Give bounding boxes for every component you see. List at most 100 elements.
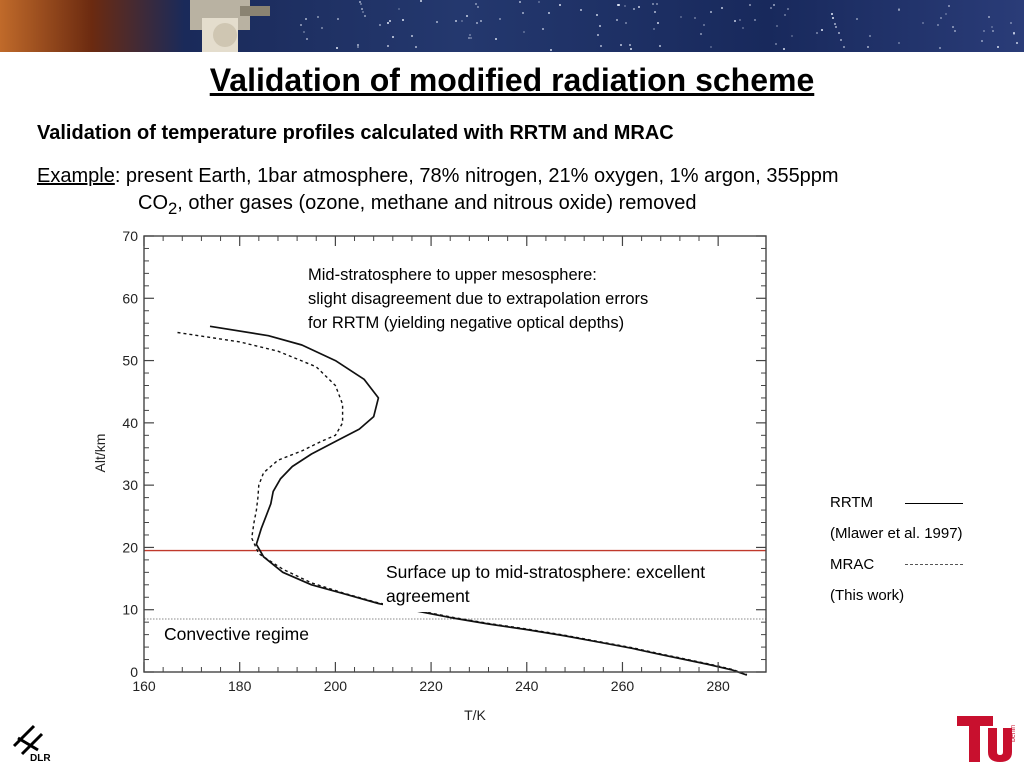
banner-star [699,32,702,35]
banner-star [470,37,473,40]
legend-rrtm-line [905,503,963,504]
legend-mrac-ref: (This work) [830,587,905,604]
banner-star [358,1,361,4]
banner-star [821,29,824,32]
banner-star [619,44,622,47]
banner-star [833,22,836,25]
banner-star [523,30,526,33]
banner-star [599,24,602,27]
banner-star [363,15,366,18]
banner-star [868,35,871,38]
banner-star [816,31,819,34]
x-tick-label: 180 [228,678,252,694]
dlr-logo: DLR [12,724,51,764]
banner-star [831,16,834,19]
header-banner [0,0,1024,52]
banner-star [1012,31,1015,34]
banner-star [469,33,472,36]
y-tick-label: 70 [122,228,138,244]
banner-star [538,1,541,4]
banner-star [1013,32,1016,35]
banner-star [987,16,990,19]
banner-star [773,3,776,6]
banner-star [420,0,423,3]
banner-star [734,20,737,23]
banner-star [362,10,364,13]
banner-star [739,19,742,22]
banner-star [336,46,339,49]
co-subscript: 2 [168,199,178,218]
banner-star [653,28,656,31]
banner-star [305,17,308,20]
banner-star [494,38,497,41]
banner-star [990,25,993,28]
banner-star [656,21,659,24]
banner-star [596,34,599,37]
banner-star [378,23,381,26]
banner-star [467,36,470,39]
banner-star [981,40,984,43]
x-axis-label: T/K [464,707,486,723]
y-tick-label: 0 [130,664,138,680]
banner-star [710,45,713,48]
banner-star [498,17,501,20]
x-tick-label: 200 [324,678,348,694]
chart-annotation: Mid-stratosphere to upper mesosphere: [308,266,597,284]
tu-logo-text: berlin [1010,725,1017,742]
banner-star [679,15,682,18]
banner-star [983,29,986,32]
banner-star [359,3,362,6]
annotation-background [305,264,725,338]
banner-star [541,27,544,30]
banner-star [476,6,479,9]
banner-star [624,4,627,7]
x-tick-label: 260 [611,678,635,694]
banner-star [475,22,478,25]
banner-star [897,8,900,11]
y-tick-label: 20 [122,539,138,555]
co-text: CO [138,192,168,214]
satellite-image [190,0,270,52]
banner-star [953,29,956,32]
y-tick-label: 50 [122,353,138,369]
banner-star [558,3,561,6]
chart-annotation: Convective regime [164,624,309,644]
example-label: Example [37,165,115,187]
legend-rrtm-ref: (Mlawer et al. 1997) [830,525,963,542]
banner-star [651,3,654,6]
banner-star [436,20,439,23]
banner-star [790,35,793,38]
y-tick-label: 10 [122,602,138,618]
banner-star [775,43,778,46]
banner-star [389,19,392,22]
banner-star [320,26,323,29]
banner-star [721,6,724,9]
banner-star [518,1,521,4]
x-tick-label: 280 [706,678,730,694]
banner-star [454,19,457,22]
x-tick-label: 220 [419,678,443,694]
banner-star [616,3,619,6]
banner-star [866,45,869,48]
legend-mrac: MRAC [830,556,875,573]
banner-star [654,11,657,14]
banner-star [783,14,786,17]
slide-subtitle: Validation of temperature profiles calcu… [37,122,674,144]
banner-star [411,35,414,38]
chart-annotation: agreement [386,586,470,606]
banner-star [992,30,995,33]
chart-annotation: for RRTM (yielding negative optical dept… [308,314,624,332]
slide-title: Validation of modified radiation scheme [209,62,815,98]
banner-star [475,2,478,5]
banner-star [628,43,631,46]
banner-star [948,5,951,8]
banner-star [357,46,360,49]
banner-star [838,32,841,34]
banner-star [580,9,583,12]
example-text-1: : present Earth, 1bar atmosphere, 78% ni… [114,165,839,187]
banner-star [856,17,859,20]
x-tick-label: 240 [515,678,539,694]
banner-star [703,24,706,27]
banner-star [361,8,364,11]
chart-annotation: Surface up to mid-stratosphere: excellen… [386,562,705,582]
